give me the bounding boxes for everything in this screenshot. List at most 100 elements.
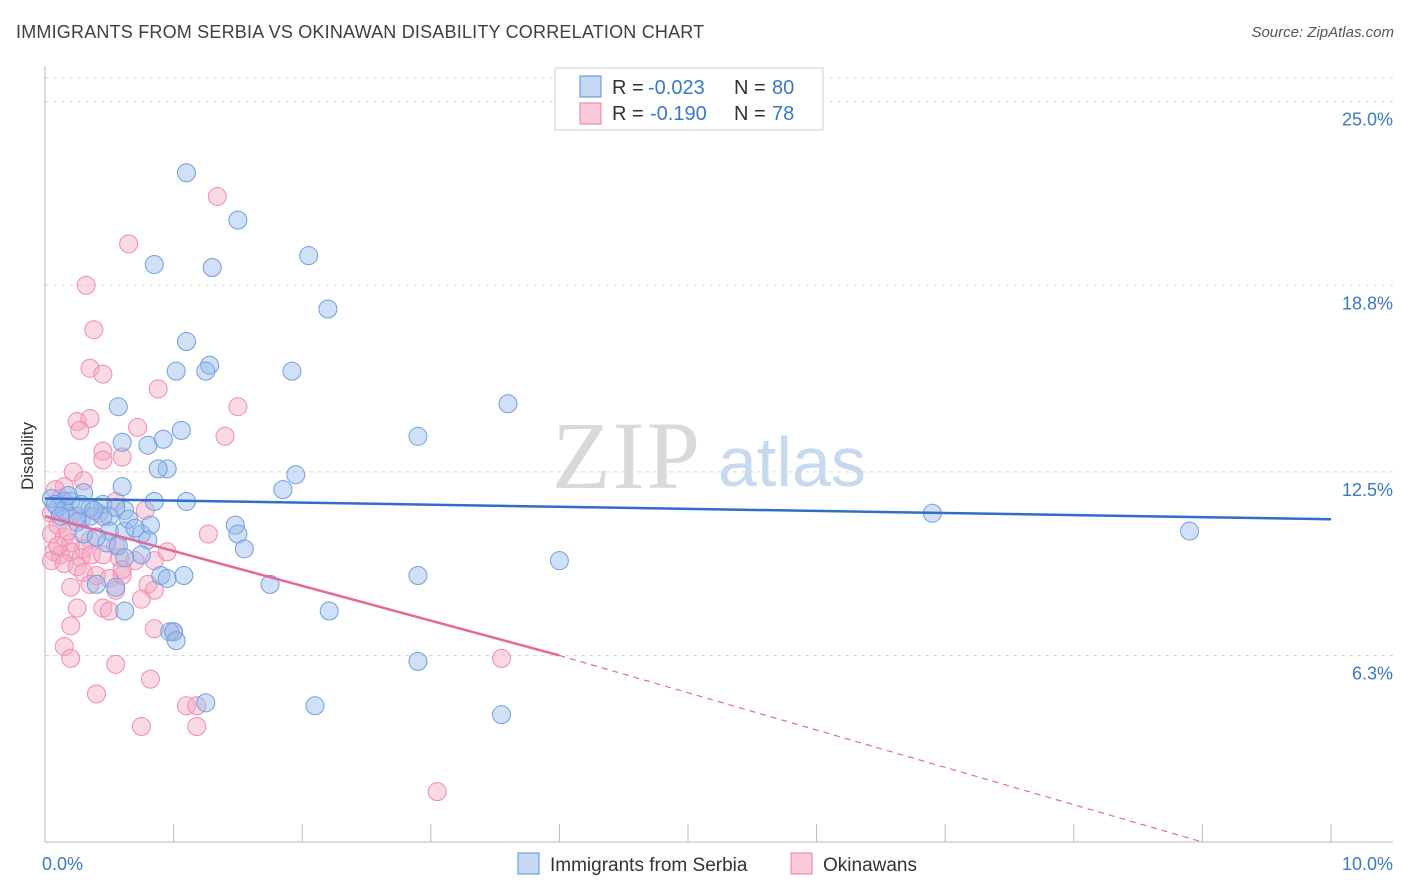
serbia-point <box>1180 521 1200 541</box>
serbia-point <box>157 568 177 588</box>
okinawan-point <box>81 545 101 565</box>
series-legend-swatch-serbia <box>517 852 540 875</box>
serbia-point <box>86 574 106 594</box>
serbia-trend-line <box>44 497 1332 521</box>
legend-n-value-blue: 80 <box>772 77 794 99</box>
watermark-atlas: atlas <box>718 423 866 501</box>
serbia-point <box>140 515 160 535</box>
serbia-point <box>319 601 339 621</box>
okinawan-point <box>93 364 113 384</box>
serbia-point <box>228 210 248 230</box>
serbia-point <box>148 459 168 479</box>
serbia-point <box>200 355 220 375</box>
serbia-point <box>112 432 132 452</box>
serbia-point <box>196 693 216 713</box>
serbia-point <box>176 163 196 183</box>
okinawan-point <box>228 397 248 417</box>
legend-n-value-pink: 78 <box>772 103 794 125</box>
x-tick-label-max: 10.0% <box>1342 854 1393 874</box>
legend-r-label-pink: R = <box>612 103 644 125</box>
series-legend-swatch-okinawans <box>790 852 813 875</box>
okinawan-point <box>80 358 100 378</box>
okinawan-point <box>187 717 207 737</box>
serbia-point <box>260 574 280 594</box>
trend-lines <box>44 497 1332 843</box>
gridlines <box>45 77 1393 656</box>
legend-r-label-blue: R = <box>612 77 644 99</box>
okinawan-trend-extension <box>559 654 1203 843</box>
okinawan-point <box>144 619 164 639</box>
legend-swatch-pink <box>579 102 602 125</box>
x-tick-label-min: 0.0% <box>42 854 83 874</box>
series-legend-label-serbia: Immigrants from Serbia <box>550 855 748 876</box>
serbia-point <box>492 705 512 725</box>
legend-r-value-blue: -0.023 <box>648 77 705 99</box>
serbia-point <box>74 524 94 544</box>
okinawan-point <box>140 669 160 689</box>
y-tick-label: 12.5% <box>1342 480 1393 500</box>
serbia-point <box>498 394 518 414</box>
okinawan-point <box>61 616 81 636</box>
serbia-point <box>125 518 145 538</box>
serbia-point <box>115 601 135 621</box>
okinawan-point <box>131 589 151 609</box>
okinawan-point <box>427 782 447 802</box>
serbia-point <box>131 545 151 565</box>
chart-source: Source: ZipAtlas.com <box>1251 24 1394 41</box>
stats-legend: R = -0.023 N = 80 R = -0.190 N = 78 <box>554 67 824 131</box>
y-axis-title: Disability <box>18 421 37 490</box>
serbia-point <box>144 255 164 275</box>
serbia-point <box>196 361 216 381</box>
okinawan-point <box>93 545 113 565</box>
serbia-point <box>549 551 569 571</box>
series-blue-points <box>41 163 1200 725</box>
okinawan-point <box>106 654 126 674</box>
serbia-point <box>202 258 222 278</box>
serbia-point <box>273 480 293 500</box>
okinawan-point <box>99 601 119 621</box>
okinawan-point <box>80 574 100 594</box>
series-legend: Immigrants from Serbia Okinawans <box>517 852 917 876</box>
serbia-point <box>106 577 126 597</box>
y-tick-label: 18.8% <box>1342 293 1393 313</box>
serbia-point <box>108 397 128 417</box>
serbia-point <box>166 631 186 651</box>
okinawan-point <box>93 450 113 470</box>
serbia-point <box>408 565 428 585</box>
okinawan-point <box>119 234 139 254</box>
serbia-point <box>174 565 194 585</box>
legend-swatch-blue <box>579 75 602 98</box>
okinawan-point <box>74 563 94 583</box>
serbia-point <box>115 548 135 568</box>
y-tick-labels: 6.3% 12.5% 18.8% 25.0% <box>1342 110 1393 684</box>
okinawan-point <box>54 554 74 574</box>
okinawan-point <box>84 320 104 340</box>
y-tick-label: 6.3% <box>1352 663 1393 683</box>
y-tick-label: 25.0% <box>1342 110 1393 130</box>
legend-n-label-blue: N = <box>734 77 766 99</box>
serbia-point <box>408 651 428 671</box>
okinawan-point <box>67 598 87 618</box>
okinawan-point <box>61 577 81 597</box>
okinawan-point <box>48 536 68 556</box>
serbia-point <box>171 420 191 440</box>
serbia-point <box>286 465 306 485</box>
okinawan-point <box>61 648 81 668</box>
okinawan-point <box>492 648 512 668</box>
okinawan-trend-line <box>44 515 560 657</box>
serbia-point <box>408 426 428 446</box>
okinawan-point <box>128 417 148 437</box>
okinawan-point <box>215 426 235 446</box>
serbia-point <box>176 332 196 352</box>
serbia-point <box>234 539 254 559</box>
okinawan-point <box>207 186 227 206</box>
okinawan-point <box>112 447 132 467</box>
watermark-zip: ZIP <box>552 402 702 509</box>
series-legend-label-okinawans: Okinawans <box>823 855 917 876</box>
axes <box>44 66 1393 843</box>
okinawan-point <box>198 524 218 544</box>
serbia-point <box>166 361 186 381</box>
serbia-point <box>106 497 126 517</box>
serbia-point <box>84 500 104 520</box>
